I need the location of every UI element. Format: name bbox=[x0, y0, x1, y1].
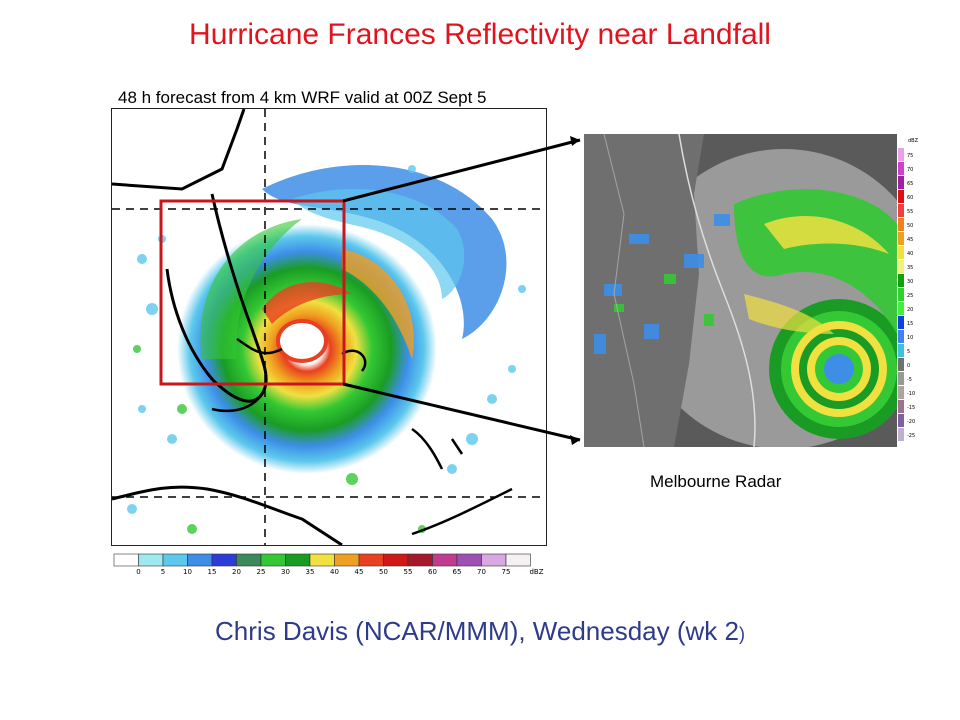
radar-scale-swatch bbox=[898, 176, 904, 189]
model-reflectivity-map bbox=[111, 108, 547, 546]
model-scale-tick: 70 bbox=[477, 568, 486, 575]
radar-scale-swatch bbox=[898, 162, 904, 175]
model-scale-swatch bbox=[334, 553, 360, 567]
model-scale-swatch bbox=[432, 553, 458, 567]
radar-scale-swatch bbox=[898, 204, 904, 217]
radar-color-scale: dBZ 75 70 65 60 55 50 45 40 35 30 25 20 15 10 5 0 -5 -10 -1… bbox=[897, 134, 925, 447]
radar-scale-tick: -25 bbox=[907, 433, 915, 439]
model-scale-swatch bbox=[211, 553, 237, 567]
model-scale-swatch bbox=[358, 553, 384, 567]
forecast-subtitle: 48 h forecast from 4 km WRF valid at 00Z… bbox=[118, 88, 487, 107]
radar-scale-swatch bbox=[898, 330, 904, 343]
model-scale-tick: 75 bbox=[502, 568, 511, 575]
radar-scale-swatch bbox=[898, 148, 904, 161]
radar-scale-tick: 55 bbox=[907, 209, 913, 215]
radar-scale-tick: 25 bbox=[907, 293, 913, 299]
radar-scale-swatch bbox=[898, 358, 904, 371]
model-scale-swatch bbox=[187, 553, 213, 567]
radar-scale-tick: 45 bbox=[907, 237, 913, 243]
model-scale-tick: 20 bbox=[232, 568, 241, 575]
radar-scale-tick: 65 bbox=[907, 181, 913, 187]
model-scale-tick: 25 bbox=[257, 568, 266, 575]
model-scale-swatch bbox=[505, 553, 531, 567]
model-scale-tick: 40 bbox=[330, 568, 339, 575]
radar-scale-unit: dBZ bbox=[908, 138, 919, 144]
radar-scale-tick: -20 bbox=[907, 419, 915, 425]
model-scale-tick: 65 bbox=[453, 568, 462, 575]
radar-scale-tick: 20 bbox=[907, 307, 913, 313]
model-scale-swatch bbox=[407, 553, 433, 567]
model-scale-tick: 30 bbox=[281, 568, 290, 575]
model-color-scale: 0 5 10 15 20 25 30 35 40 45 50 55 60 65 70 75 dBZ bbox=[112, 553, 558, 576]
model-scale-swatch bbox=[138, 553, 164, 567]
radar-scale-tick: 70 bbox=[907, 167, 913, 173]
radar-scale-swatch bbox=[898, 232, 904, 245]
radar-scale-tick: 60 bbox=[907, 195, 913, 201]
radar-scale-swatch bbox=[898, 246, 904, 259]
model-scale-swatch bbox=[456, 553, 482, 567]
footer-main: Chris Davis (NCAR/MMM), Wednesday (wk 2 bbox=[215, 616, 739, 646]
radar-scale-swatch bbox=[898, 386, 904, 399]
model-scale-swatch bbox=[260, 553, 286, 567]
radar-scale-tick: 35 bbox=[907, 265, 913, 271]
radar-scale-swatch bbox=[898, 302, 904, 315]
radar-scale-tick: 50 bbox=[907, 223, 913, 229]
slide-title: Hurricane Frances Reflectivity near Land… bbox=[189, 18, 771, 51]
radar-scale-swatch bbox=[898, 372, 904, 385]
radar-scale-swatch bbox=[898, 414, 904, 427]
radar-scale-swatch bbox=[898, 260, 904, 273]
radar-scale-graphic: dBZ757065605550454035302520151050-5-10-1… bbox=[898, 138, 919, 441]
radar-scale-tick: 30 bbox=[907, 279, 913, 285]
footer-credit: Chris Davis (NCAR/MMM), Wednesday (wk 2) bbox=[0, 616, 960, 647]
radar-scale-swatch bbox=[898, 316, 904, 329]
radar-image bbox=[584, 134, 897, 447]
radar-scale-swatch bbox=[898, 218, 904, 231]
radar-reflectivity-picture bbox=[584, 134, 897, 447]
model-scale-swatch bbox=[236, 553, 262, 567]
radar-scale-tick: -15 bbox=[907, 405, 915, 411]
model-scale-unit: dBZ bbox=[529, 568, 543, 575]
radar-scale-tick: 40 bbox=[907, 251, 913, 257]
model-map-image bbox=[112, 109, 546, 545]
model-scale-tick: 10 bbox=[183, 568, 192, 575]
model-scale-tick: 60 bbox=[428, 568, 437, 575]
radar-scale-tick: 15 bbox=[907, 321, 913, 327]
model-scale-swatch bbox=[481, 553, 507, 567]
radar-label: Melbourne Radar bbox=[650, 472, 782, 491]
model-scale-swatch bbox=[383, 553, 409, 567]
model-scale-tick: 35 bbox=[306, 568, 315, 575]
radar-scale-tick: 10 bbox=[907, 335, 913, 341]
zoom-box bbox=[159, 199, 346, 386]
radar-scale-tick: 5 bbox=[907, 349, 910, 355]
model-scale-swatch bbox=[309, 553, 335, 567]
model-scale-swatch bbox=[285, 553, 311, 567]
radar-scale-swatch bbox=[898, 190, 904, 203]
radar-scale-swatch bbox=[898, 344, 904, 357]
radar-scale-swatch bbox=[898, 288, 904, 301]
radar-scale-swatch bbox=[898, 428, 904, 441]
model-scale-tick: 50 bbox=[379, 568, 388, 575]
footer-paren: ) bbox=[738, 624, 745, 644]
radar-scale-tick: -10 bbox=[907, 391, 915, 397]
model-scale-tick: 45 bbox=[355, 568, 364, 575]
model-scale-tick: 0 bbox=[136, 568, 140, 575]
radar-scale-swatch bbox=[898, 400, 904, 413]
model-scale-tick: 15 bbox=[208, 568, 217, 575]
model-scale-tick: 55 bbox=[404, 568, 413, 575]
model-scale-swatch bbox=[162, 553, 188, 567]
model-scale-tick: 5 bbox=[161, 568, 165, 575]
radar-scale-tick: 0 bbox=[907, 363, 910, 369]
radar-scale-tick: -5 bbox=[907, 377, 912, 383]
model-scale-graphic: 0 5 10 15 20 25 30 35 40 45 50 55 60 65 70 75 dBZ bbox=[113, 553, 544, 576]
radar-scale-swatch bbox=[898, 274, 904, 287]
model-scale-swatch bbox=[113, 553, 139, 567]
radar-scale-tick: 75 bbox=[907, 153, 913, 159]
